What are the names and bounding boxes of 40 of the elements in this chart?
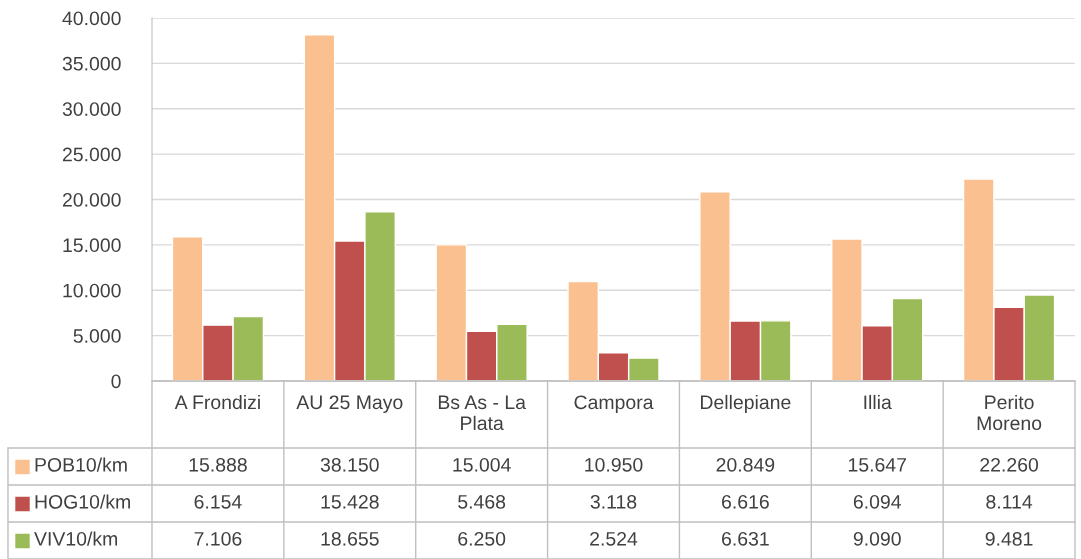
data-label: 15.888: [189, 457, 247, 472]
legend-label: POB10/km: [35, 457, 127, 472]
data-label: 6.616: [722, 494, 769, 509]
y-tick-label: 0: [111, 374, 121, 389]
x-tick-label: Dellepiane: [701, 394, 791, 414]
x-tick-label: A Frondizi: [174, 394, 260, 410]
y-tick-label: 40.000: [62, 11, 121, 26]
data-label: 10.950: [585, 457, 643, 472]
x-tick-label: Illia: [864, 394, 892, 410]
x-tick-label: Perito Moreno: [977, 394, 1042, 431]
y-tick-label: 25.000: [62, 147, 121, 162]
data-label: 6.250: [458, 531, 506, 546]
data-label: 8.114: [986, 494, 1033, 509]
y-tick-label: 5.000: [73, 329, 121, 343]
y-tick-label: 30.000: [62, 102, 121, 116]
y-tick-label: 15.000: [63, 238, 121, 253]
data-label: 20.849: [716, 457, 775, 472]
x-tick-label: Bs As - La Plata: [438, 395, 526, 431]
y-tick-label: 20.000: [62, 192, 121, 207]
data-label: 15.004: [453, 457, 511, 472]
data-label: 9.090: [853, 531, 901, 546]
data-label: 9.481: [985, 531, 1033, 546]
data-label: 15.647: [848, 457, 906, 472]
y-tick-label: 35.000: [62, 56, 121, 71]
data-label: 7.106: [194, 531, 242, 546]
data-label: 2.524: [590, 531, 638, 546]
y-tick-label: 10.000: [63, 283, 121, 298]
data-label: 15.428: [321, 494, 379, 509]
data-label: 3.118: [590, 494, 637, 509]
legend-label: VIV10/km: [34, 531, 118, 546]
data-label: 6.094: [853, 494, 901, 509]
data-label: 5.468: [458, 494, 506, 509]
data-label: 38.150: [320, 457, 379, 472]
data-label: 6.154: [194, 494, 242, 509]
data-label: 22.260: [980, 457, 1039, 472]
x-tick-label: Campora: [574, 395, 654, 414]
legend-label: HOG10/km: [35, 494, 130, 509]
data-label: 18.655: [321, 531, 379, 546]
x-tick-label: AU 25 Mayo: [296, 395, 403, 414]
data-label: 6.631: [722, 531, 769, 546]
